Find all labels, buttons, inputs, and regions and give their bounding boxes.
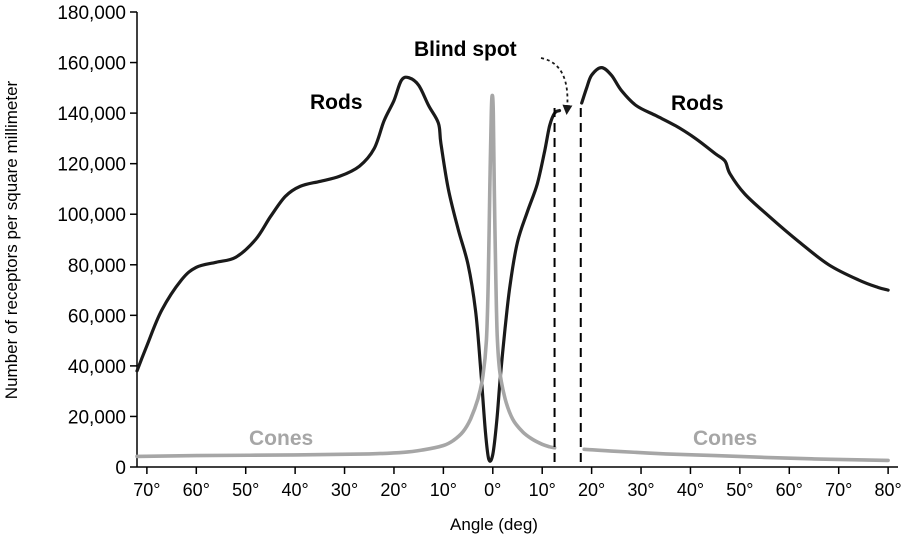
- x-tick-label: 10°: [430, 480, 457, 500]
- blind-spot-label: Blind spot: [414, 38, 517, 61]
- x-tick-label: 60°: [183, 480, 210, 500]
- x-tick-label: 50°: [726, 480, 753, 500]
- rods-curve-segment-1: [135, 75, 562, 463]
- x-tick-label: 70°: [133, 480, 160, 500]
- x-ticks: 70° 60° 50° 40° 30° 20° 10° 0° 10° 20° 30° 40° 50° 60…: [133, 467, 902, 500]
- y-tick-label: 40,000: [68, 357, 126, 378]
- y-ticks: 0 20,000 40,000 60,000 80,000 100,000 120,000 1…: [57, 3, 137, 479]
- x-tick-label: 40°: [677, 480, 704, 500]
- x-tick-label: 50°: [232, 480, 259, 500]
- y-tick-label: 80,000: [68, 256, 126, 277]
- x-tick-label: 60°: [776, 480, 803, 500]
- x-tick-label: 20°: [578, 480, 605, 500]
- series-layer: [135, 66, 890, 463]
- x-tick-label: 30°: [331, 480, 358, 500]
- cones-curve-segment-1: [135, 93, 557, 459]
- blind-spot-marker: [540, 57, 582, 467]
- y-axis-title: Number of receptors per square millimete…: [2, 80, 21, 399]
- rods-right-label: Rods: [671, 92, 724, 115]
- rods-curve-segment-2: [580, 66, 890, 292]
- cones-curve-segment-2: [582, 447, 890, 463]
- x-tick-label: 70°: [825, 480, 852, 500]
- x-tick-label: 20°: [380, 480, 407, 500]
- y-tick-label: 120,000: [57, 155, 126, 176]
- y-tick-label: 60,000: [68, 306, 126, 327]
- y-tick-label: 140,000: [57, 104, 126, 125]
- y-tick-label: 0: [115, 458, 126, 479]
- x-tick-label: 30°: [627, 480, 654, 500]
- y-tick-label: 20,000: [68, 407, 126, 428]
- x-axis-title: Angle (deg): [450, 515, 538, 534]
- cones-left-label: Cones: [249, 427, 313, 450]
- x-tick-label: 40°: [282, 480, 309, 500]
- rods-left-label: Rods: [310, 91, 363, 114]
- y-tick-label: 160,000: [57, 54, 126, 75]
- x-tick-label: 10°: [529, 480, 556, 500]
- axes: [136, 12, 898, 468]
- x-tick-label: 80°: [874, 480, 901, 500]
- y-tick-label: 180,000: [57, 3, 126, 24]
- blind-spot-arrow: [540, 57, 573, 115]
- cones-right-label: Cones: [693, 427, 757, 450]
- x-tick-label: 0°: [484, 480, 501, 500]
- y-tick-label: 100,000: [57, 205, 126, 226]
